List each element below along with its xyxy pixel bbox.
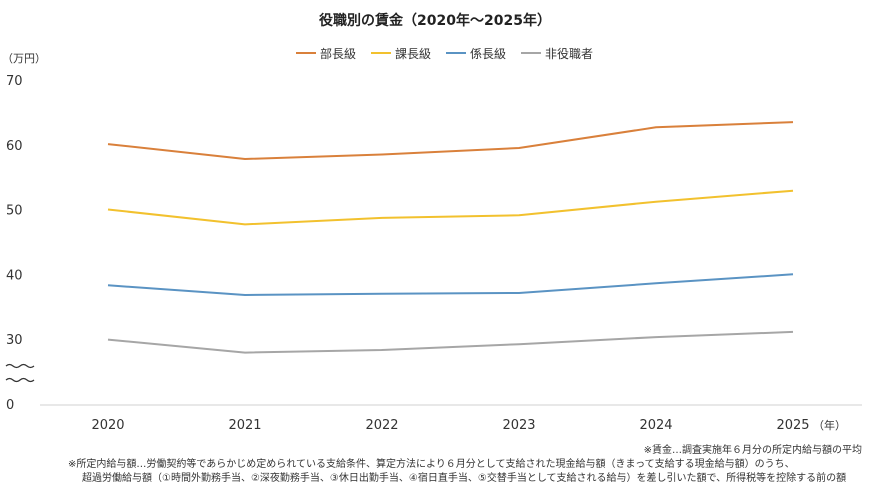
y-axis-ticks: 70 60 50 40 30 0: [6, 74, 23, 413]
series-line-2: [107, 273, 794, 296]
x-axis-unit: （年）: [813, 418, 846, 432]
legend-label: 非役職者: [545, 46, 593, 61]
series-line-0: [107, 121, 794, 160]
x-tick-label: 2022: [365, 418, 398, 433]
x-axis-ticks: 2020 2021 2022 2023 2024 2025: [91, 418, 809, 433]
x-tick-label: 2023: [502, 418, 535, 433]
x-tick-label: 2021: [228, 418, 261, 433]
legend: 部長級 課長級 係長級 非役職者: [296, 46, 593, 61]
legend-label: 部長級: [320, 46, 356, 61]
footnote-overtime-pay: 超過労働給与額（①時間外勤務手当、②深夜勤務手当、③休日出勤手当、④宿日直手当、…: [82, 473, 847, 484]
footnote-wage: ※賃金…調査実施年６月分の所定内給与額の平均: [643, 445, 862, 456]
axis-break-mark: [5, 363, 35, 383]
series-line-1: [107, 189, 794, 226]
x-tick-label: 2024: [639, 418, 672, 433]
series-line-3: [107, 330, 794, 354]
y-tick-label: 30: [6, 333, 23, 348]
y-tick-label: 40: [6, 268, 23, 283]
legend-label: 課長級: [395, 46, 431, 61]
x-tick-label: 2025: [776, 418, 809, 433]
y-axis-unit: （万円）: [2, 52, 46, 65]
chart-title: 役職別の賃金（2020年～2025年）: [319, 12, 551, 29]
series-lines: [107, 121, 794, 354]
footnote-scheduled-pay: ※所定内給与額…労働契約等であらかじめ定められている支給条件、算定方法により６月…: [68, 459, 795, 470]
y-tick-label: 70: [6, 74, 23, 89]
y-tick-label: 60: [6, 139, 23, 154]
y-tick-label: 0: [6, 398, 14, 413]
y-tick-label: 50: [6, 204, 23, 219]
x-tick-label: 2020: [91, 418, 124, 433]
legend-label: 係長級: [470, 47, 506, 61]
